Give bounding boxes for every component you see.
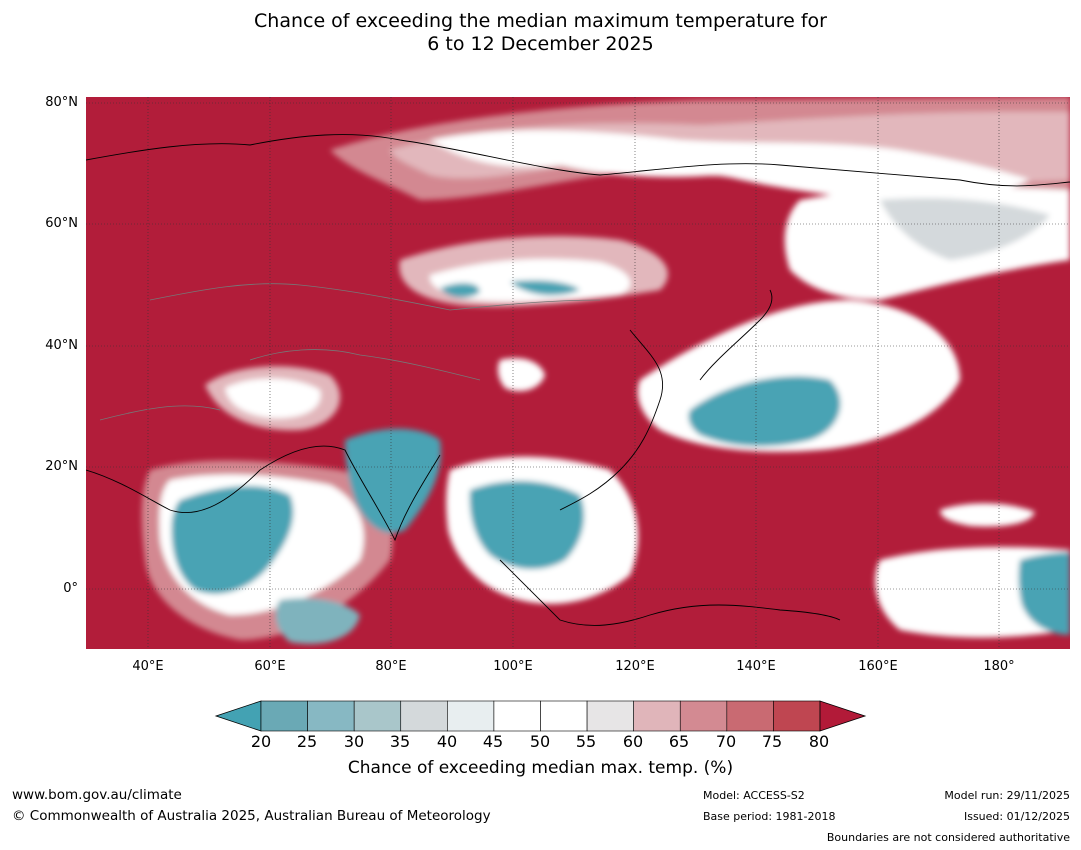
region-tibet-white: [497, 358, 545, 392]
lon-label-180: 180°: [983, 659, 1015, 674]
colorbar-bin: [773, 700, 821, 732]
region-seasia-teal: [469, 480, 585, 570]
region-arctic-white: [430, 130, 1030, 200]
lon-label-100e: 100°E: [493, 659, 533, 674]
region-mongolia-teal: [440, 280, 580, 298]
footer-disclaimer: Boundaries are not considered authoritat…: [826, 831, 1070, 844]
map-title-line-2: 6 to 12 December 2025: [427, 33, 654, 55]
region-pacific-teal: [688, 376, 841, 447]
region-south-teal: [275, 598, 360, 644]
colorbar-tick: 30: [343, 732, 365, 751]
colorbar-bin: [307, 700, 355, 732]
colorbar-bin: [679, 700, 728, 732]
lon-label-40e: 40°E: [132, 659, 164, 674]
footer-base-period: Base period: 1981-2018: [703, 810, 836, 823]
region-bay-teal: [345, 428, 441, 534]
lat-label-0: 0°: [63, 581, 78, 596]
lat-label-80n: 80°N: [45, 95, 78, 110]
colorbar-bin: [353, 700, 402, 732]
region-iran-inner: [225, 378, 321, 419]
lon-label-120e: 120°E: [615, 659, 655, 674]
colorbar-tick: 70: [715, 732, 737, 751]
colorbar-tick: 40: [436, 732, 458, 751]
borders: [99, 283, 601, 421]
region-northeast-grey: [880, 198, 1050, 260]
colorbar-bin: [633, 700, 681, 732]
lat-label-40n: 40°N: [45, 338, 78, 353]
footer-copyright: © Commonwealth of Australia 2025, Austra…: [12, 808, 491, 824]
region-central-pacific-white: [940, 503, 1035, 527]
lat-label-20n: 20°N: [45, 459, 78, 474]
colorbar-tick: 25: [296, 732, 318, 751]
colorbar: [214, 700, 867, 732]
colorbar-bin: [400, 700, 448, 732]
footer-model-run: Model run: 29/11/2025: [944, 789, 1070, 802]
lon-label-60e: 60°E: [254, 659, 286, 674]
lat-label-60n: 60°N: [45, 216, 78, 231]
colorbar-tick: 60: [622, 732, 644, 751]
region-mongolia-white: [429, 258, 631, 302]
colorbar-tick: 20: [250, 732, 272, 751]
colorbar-tick: 45: [482, 732, 504, 751]
lon-label-160e: 160°E: [858, 659, 898, 674]
colorbar-arrow-low: [214, 700, 262, 732]
map-title-line-1: Chance of exceeding the median maximum t…: [254, 10, 827, 32]
lon-label-140e: 140°E: [736, 659, 776, 674]
colorbar-arrow-high: [819, 700, 867, 732]
colorbar-bin: [540, 700, 588, 732]
colorbar-tick: 35: [389, 732, 411, 751]
footer-url: www.bom.gov.au/climate: [12, 787, 182, 803]
colorbar-tick: 75: [761, 732, 783, 751]
colorbar-bin: [586, 700, 634, 732]
colorbar-bin: [260, 700, 308, 732]
lon-label-80e: 80°E: [375, 659, 407, 674]
colorbar-bin: [726, 700, 774, 732]
graticule: [86, 97, 1070, 649]
colorbar-tick: 80: [808, 732, 830, 751]
coastlines: [86, 134, 1070, 626]
region-eastpacific-teal: [1018, 552, 1070, 635]
colorbar-tick: 50: [529, 732, 551, 751]
colorbar-bin: [447, 700, 495, 732]
region-arabian-teal: [171, 485, 294, 594]
colorbar-tick: 65: [668, 732, 690, 751]
colorbar-tick: 55: [575, 732, 597, 751]
footer-issued: Issued: 01/12/2025: [963, 810, 1070, 823]
colorbar-bin: [493, 700, 541, 732]
footer-model: Model: ACCESS-S2: [703, 789, 805, 802]
colorbar-title: Chance of exceeding median max. temp. (%…: [347, 758, 734, 778]
